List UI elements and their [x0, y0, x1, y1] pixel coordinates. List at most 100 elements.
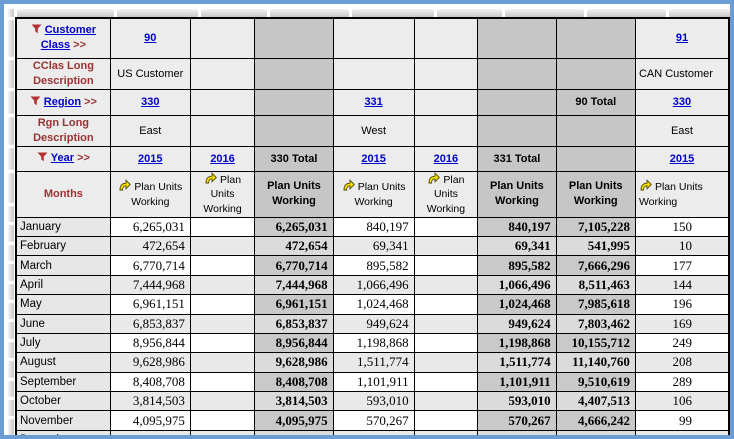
member-link[interactable]: 2016	[210, 152, 235, 165]
data-cell[interactable]	[189, 332, 256, 354]
total-member-cell: 330 Total	[254, 145, 334, 172]
data-cell[interactable]	[413, 274, 479, 296]
member-link[interactable]: 90	[144, 32, 157, 45]
measure-label: Plan Units	[568, 179, 623, 192]
data-cell[interactable]: 8,408,708	[109, 371, 191, 393]
month-label: October	[15, 391, 111, 412]
member-link[interactable]: 2015	[361, 152, 386, 165]
data-cell[interactable]	[189, 216, 256, 237]
dimension-link[interactable]: Region	[43, 95, 82, 108]
data-cell[interactable]: 196	[634, 294, 730, 315]
data-cell[interactable]: 1,511,774	[332, 352, 415, 373]
member-cell: East	[634, 114, 730, 147]
dimension-link[interactable]: Year	[50, 152, 75, 165]
member-link[interactable]: 331	[364, 96, 383, 108]
data-cell[interactable]	[189, 255, 256, 276]
data-cell[interactable]: 8,956,844	[109, 332, 191, 354]
data-cell[interactable]	[189, 410, 256, 431]
data-cell[interactable]	[189, 274, 256, 296]
data-cell[interactable]: 1,066,496	[332, 274, 415, 296]
row-handle	[8, 380, 14, 397]
data-cell[interactable]: 4,095,975	[109, 410, 191, 431]
edit-arrow-icon[interactable]	[204, 172, 217, 184]
measure-label: Plan Units	[490, 179, 544, 192]
member-link[interactable]: 2015	[138, 152, 163, 165]
data-cell[interactable]: 6,265,031	[109, 216, 191, 237]
edit-arrow-icon[interactable]	[118, 178, 132, 191]
measure-label: Plan Units	[433, 173, 465, 201]
data-cell[interactable]: 99	[634, 410, 730, 431]
member-link[interactable]: 91	[675, 32, 689, 45]
row-handle	[8, 206, 14, 223]
data-cell[interactable]	[189, 313, 256, 334]
total-data-cell: 10,155,712	[555, 332, 636, 354]
data-cell[interactable]: 1,101,911	[332, 371, 415, 393]
data-cell[interactable]	[189, 429, 256, 435]
data-cell[interactable]: 249	[634, 332, 730, 354]
data-cell[interactable]: 593,010	[332, 391, 415, 412]
data-cell[interactable]: 472,654	[109, 235, 191, 257]
member-link[interactable]: 2016	[433, 152, 459, 165]
data-cell[interactable]: 289	[634, 371, 730, 393]
data-cell[interactable]: 677,933	[332, 429, 415, 435]
data-cell[interactable]	[413, 352, 479, 373]
measure-header-cell: Plan Units Working	[332, 170, 415, 218]
measure-header-cell: Plan Units Working	[634, 170, 730, 218]
data-cell[interactable]: 144	[634, 274, 730, 296]
data-cell[interactable]	[413, 429, 479, 435]
data-cell[interactable]: 570,267	[332, 410, 415, 431]
data-cell[interactable]: 10	[634, 235, 730, 257]
data-cell[interactable]: 3,619,519	[109, 429, 191, 435]
member-cell	[189, 57, 256, 90]
data-cell[interactable]: 9,628,986	[109, 352, 191, 373]
data-cell[interactable]	[413, 371, 479, 393]
member-link[interactable]: 330	[672, 96, 692, 108]
data-cell[interactable]: 7,444,968	[109, 274, 191, 296]
data-cell[interactable]	[413, 216, 479, 237]
data-cell[interactable]: 6,853,837	[109, 313, 191, 334]
data-cell[interactable]: 1,024,468	[332, 294, 415, 315]
total-data-cell: 6,265,031	[254, 216, 334, 237]
data-cell[interactable]	[189, 391, 256, 412]
data-cell[interactable]: 3,814,503	[109, 391, 191, 412]
data-cell[interactable]: 150	[634, 216, 730, 237]
data-cell[interactable]	[189, 235, 256, 257]
member-link[interactable]: 2015	[669, 152, 695, 165]
total-data-cell: 7,444,968	[254, 274, 334, 296]
data-cell[interactable]	[413, 255, 479, 276]
data-cell[interactable]: 106	[634, 391, 730, 412]
edit-arrow-icon[interactable]	[639, 178, 652, 191]
data-cell[interactable]: 840,197	[332, 216, 415, 237]
total-data-cell: 4,095,975	[254, 410, 334, 431]
dimension-link[interactable]: Customer Class	[40, 24, 97, 52]
member-link[interactable]: 330	[141, 96, 160, 108]
data-cell[interactable]: 69,341	[332, 235, 415, 257]
filter-icon[interactable]	[30, 96, 41, 106]
data-cell[interactable]: 949,624	[332, 313, 415, 334]
data-cell[interactable]	[413, 332, 479, 354]
data-cell[interactable]	[413, 410, 479, 431]
data-cell[interactable]: 115	[634, 429, 730, 435]
edit-arrow-icon[interactable]	[342, 178, 355, 191]
data-cell[interactable]: 1,198,868	[332, 332, 415, 354]
measure-label: Plan Units	[357, 180, 406, 193]
data-cell[interactable]	[189, 371, 256, 393]
data-cell[interactable]	[413, 235, 479, 257]
data-cell[interactable]: 169	[634, 313, 730, 334]
measure-label: Plan Units	[267, 179, 321, 192]
column-handle	[587, 9, 666, 17]
data-cell[interactable]: 895,582	[332, 255, 415, 276]
data-cell[interactable]	[413, 391, 479, 412]
edit-arrow-icon[interactable]	[427, 172, 441, 184]
filter-icon[interactable]	[31, 24, 42, 34]
data-cell[interactable]	[413, 294, 479, 315]
data-cell[interactable]	[413, 313, 479, 334]
data-cell[interactable]: 208	[634, 352, 730, 373]
total-data-cell: 9,628,986	[254, 352, 334, 373]
data-cell[interactable]	[189, 352, 256, 373]
filter-icon[interactable]	[37, 152, 48, 162]
data-cell[interactable]: 6,961,151	[109, 294, 191, 315]
data-cell[interactable]: 177	[634, 255, 730, 276]
data-cell[interactable]	[189, 294, 256, 315]
data-cell[interactable]: 6,770,714	[109, 255, 191, 276]
